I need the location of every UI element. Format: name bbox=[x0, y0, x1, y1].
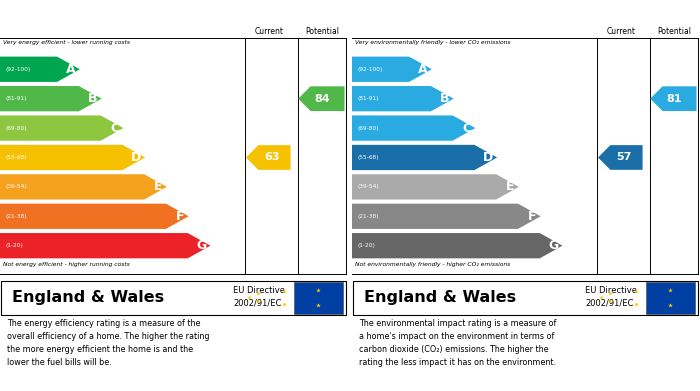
Text: A: A bbox=[418, 63, 428, 76]
Text: (39-54): (39-54) bbox=[5, 185, 27, 189]
Text: F: F bbox=[176, 210, 185, 223]
Text: Potential: Potential bbox=[305, 27, 339, 36]
Polygon shape bbox=[352, 233, 562, 258]
Bar bbox=[294, 282, 343, 314]
Polygon shape bbox=[0, 233, 211, 258]
Text: Current: Current bbox=[606, 27, 636, 36]
Text: E: E bbox=[154, 180, 163, 194]
Text: (21-38): (21-38) bbox=[5, 214, 27, 219]
Text: Not environmentally friendly - higher CO₂ emissions: Not environmentally friendly - higher CO… bbox=[356, 262, 511, 267]
Text: (69-80): (69-80) bbox=[357, 126, 379, 131]
Text: (92-100): (92-100) bbox=[357, 67, 383, 72]
Text: D: D bbox=[483, 151, 493, 164]
Text: England & Wales: England & Wales bbox=[12, 290, 164, 305]
Polygon shape bbox=[0, 204, 189, 229]
Text: Very energy efficient - lower running costs: Very energy efficient - lower running co… bbox=[4, 39, 130, 45]
Text: The energy efficiency rating is a measure of the
overall efficiency of a home. T: The energy efficiency rating is a measur… bbox=[7, 319, 209, 367]
Text: G: G bbox=[196, 239, 206, 252]
Text: Current: Current bbox=[254, 27, 284, 36]
Bar bbox=[646, 282, 695, 314]
Text: (1-20): (1-20) bbox=[357, 243, 375, 248]
Text: Not energy efficient - higher running costs: Not energy efficient - higher running co… bbox=[4, 262, 130, 267]
Text: 63: 63 bbox=[265, 152, 280, 163]
Text: 57: 57 bbox=[617, 152, 632, 163]
Text: Energy Efficiency Rating: Energy Efficiency Rating bbox=[8, 9, 181, 22]
Text: EU Directive
2002/91/EC: EU Directive 2002/91/EC bbox=[585, 287, 637, 308]
Polygon shape bbox=[352, 174, 519, 199]
Polygon shape bbox=[352, 86, 454, 111]
Text: Environmental Impact (CO₂) Rating: Environmental Impact (CO₂) Rating bbox=[360, 9, 607, 22]
Text: 81: 81 bbox=[666, 94, 682, 104]
Text: G: G bbox=[548, 239, 559, 252]
Polygon shape bbox=[298, 86, 344, 111]
Polygon shape bbox=[0, 57, 80, 82]
Polygon shape bbox=[598, 145, 643, 170]
Text: EU Directive
2002/91/EC: EU Directive 2002/91/EC bbox=[233, 287, 285, 308]
Polygon shape bbox=[352, 115, 475, 141]
Polygon shape bbox=[0, 115, 123, 141]
Text: (55-68): (55-68) bbox=[357, 155, 379, 160]
Text: The environmental impact rating is a measure of
a home's impact on the environme: The environmental impact rating is a mea… bbox=[359, 319, 556, 367]
Polygon shape bbox=[0, 174, 167, 199]
Text: Very environmentally friendly - lower CO₂ emissions: Very environmentally friendly - lower CO… bbox=[356, 39, 511, 45]
Text: (81-91): (81-91) bbox=[5, 96, 27, 101]
Text: (1-20): (1-20) bbox=[5, 243, 23, 248]
Text: (55-68): (55-68) bbox=[5, 155, 27, 160]
Polygon shape bbox=[352, 204, 540, 229]
Polygon shape bbox=[0, 145, 145, 170]
Text: (69-80): (69-80) bbox=[5, 126, 27, 131]
Text: F: F bbox=[528, 210, 537, 223]
Text: Potential: Potential bbox=[657, 27, 691, 36]
Text: C: C bbox=[462, 122, 471, 135]
Text: (39-54): (39-54) bbox=[357, 185, 379, 189]
Text: 84: 84 bbox=[314, 94, 330, 104]
Text: (92-100): (92-100) bbox=[5, 67, 31, 72]
Text: E: E bbox=[506, 180, 514, 194]
Text: B: B bbox=[88, 92, 97, 105]
Polygon shape bbox=[246, 145, 290, 170]
Text: B: B bbox=[440, 92, 449, 105]
Text: A: A bbox=[66, 63, 76, 76]
Text: D: D bbox=[131, 151, 141, 164]
Text: (81-91): (81-91) bbox=[357, 96, 379, 101]
Polygon shape bbox=[352, 145, 497, 170]
Text: England & Wales: England & Wales bbox=[364, 290, 517, 305]
Polygon shape bbox=[0, 86, 102, 111]
Polygon shape bbox=[352, 57, 432, 82]
Text: (21-38): (21-38) bbox=[357, 214, 379, 219]
Polygon shape bbox=[650, 86, 696, 111]
Text: C: C bbox=[110, 122, 119, 135]
